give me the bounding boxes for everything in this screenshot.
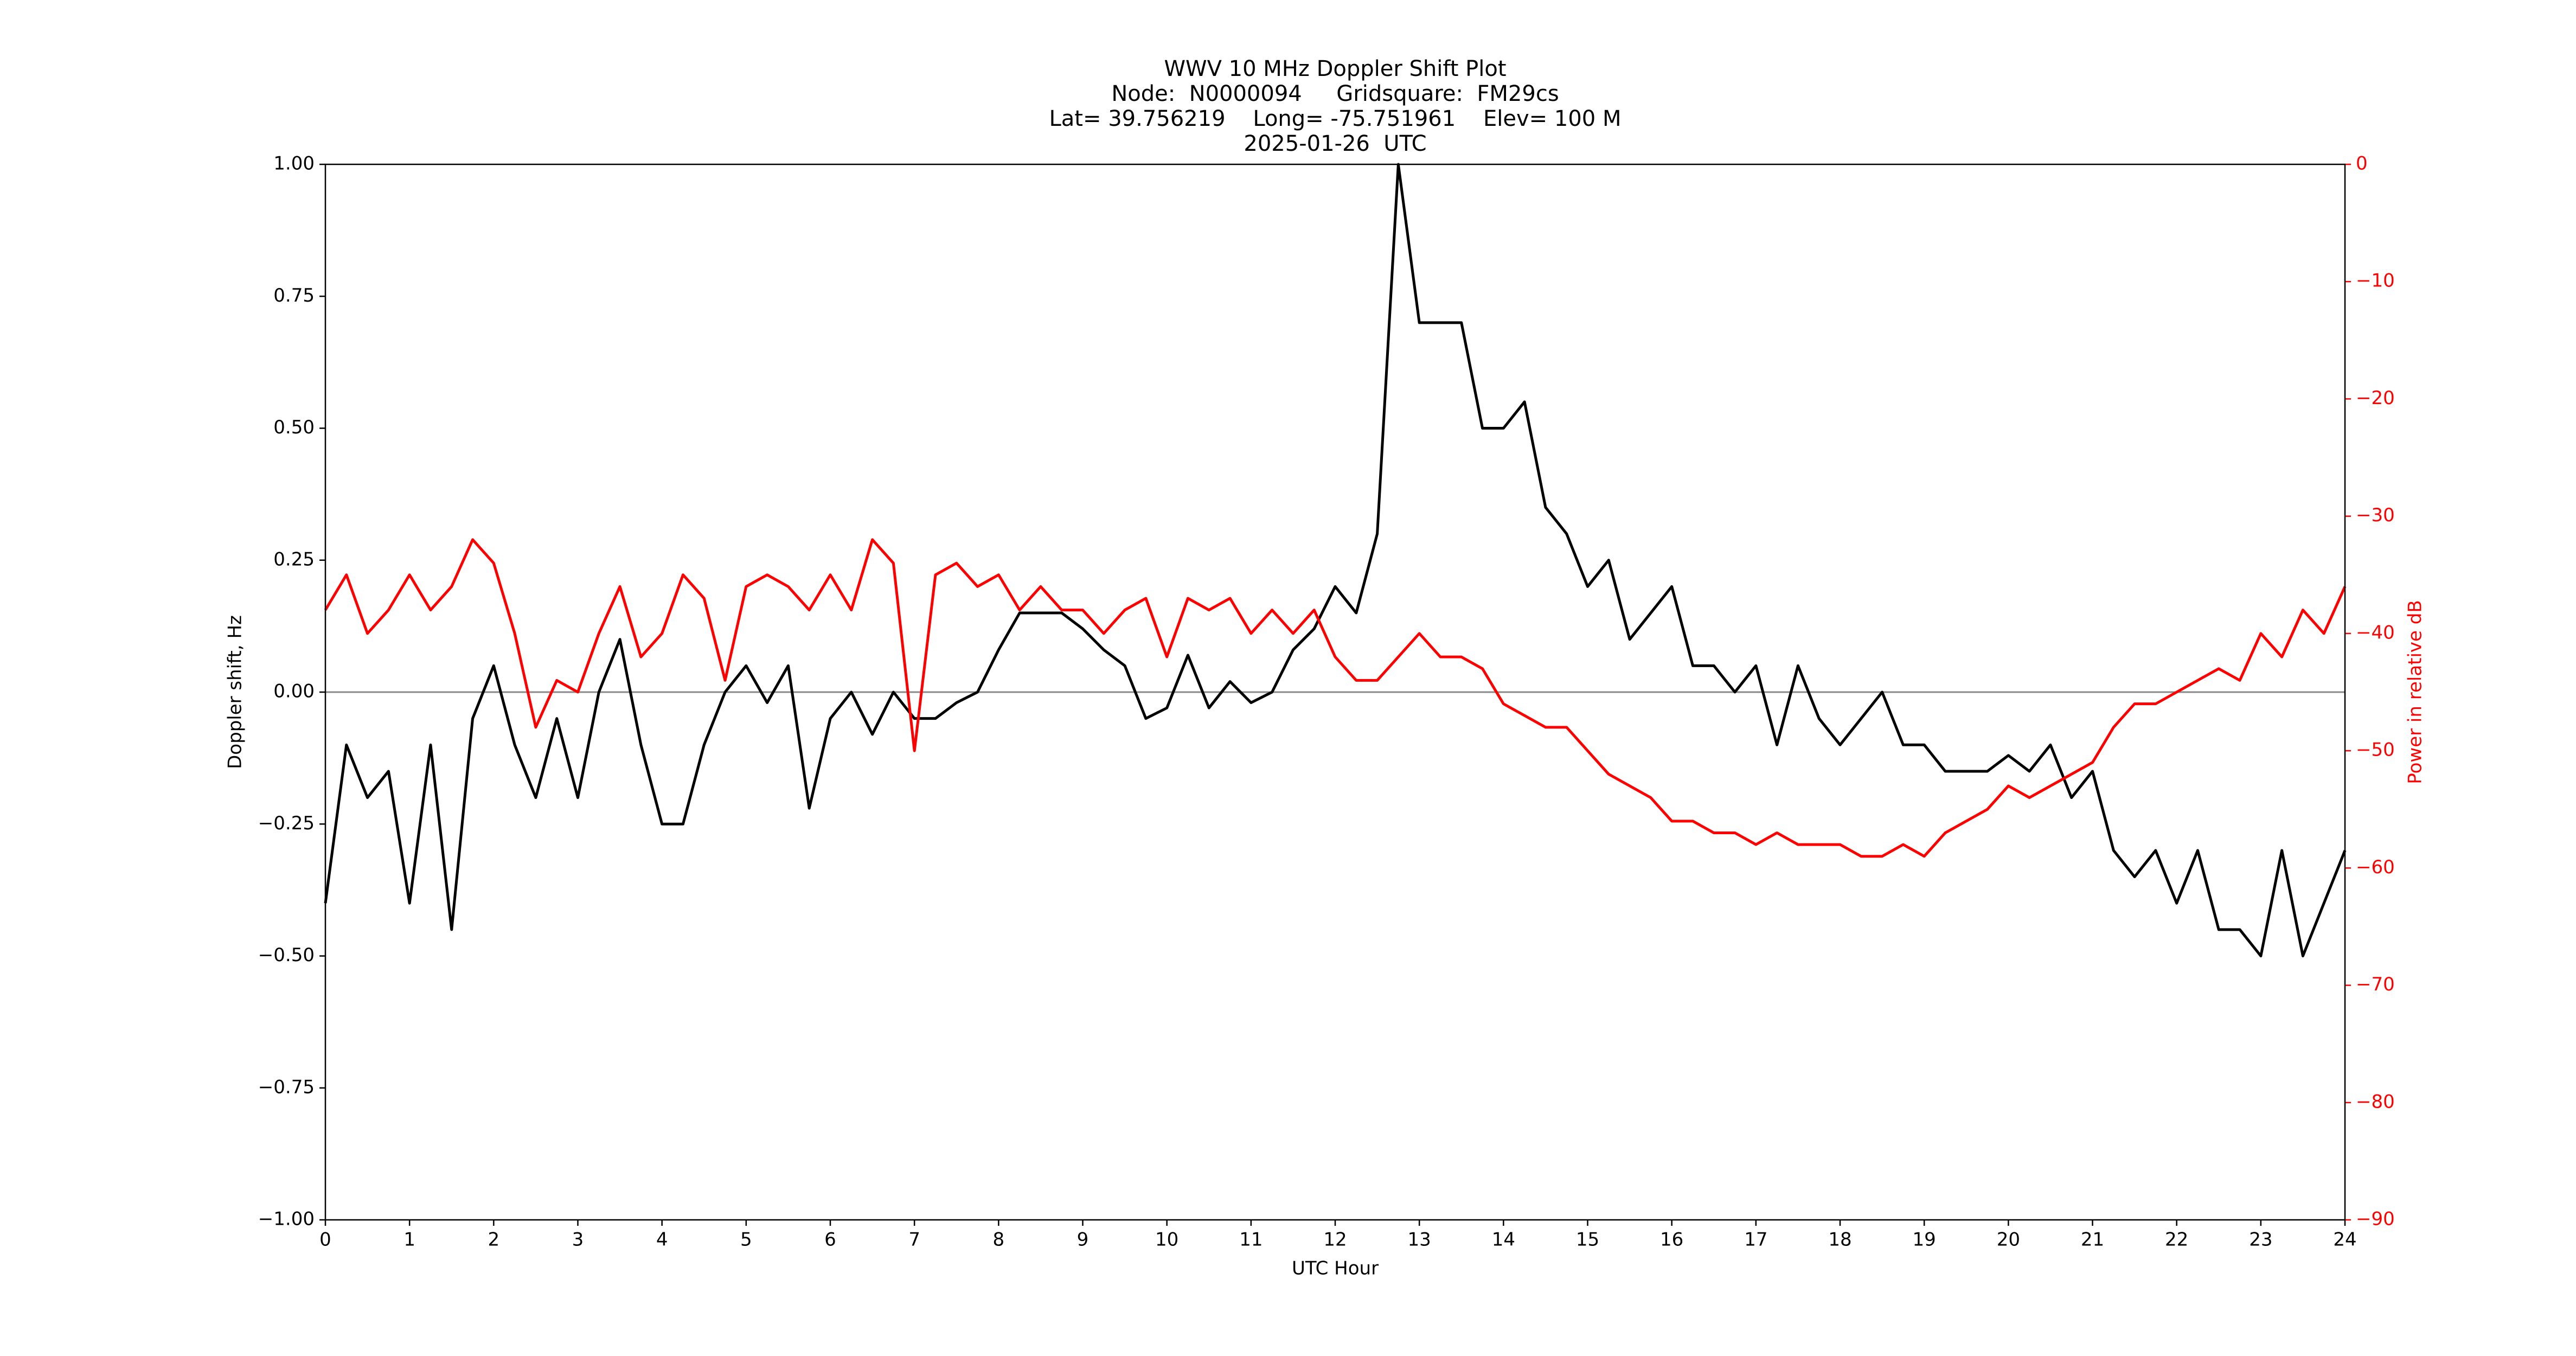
y2-tick-label: −20 — [2356, 387, 2395, 409]
x-tick-label: 13 — [1408, 1229, 1431, 1251]
plot-frame — [324, 163, 2346, 1221]
y2-tick-label: 0 — [2356, 153, 2368, 175]
x-tick-label: 24 — [2333, 1229, 2356, 1251]
y-tick-label: 0.25 — [273, 548, 315, 570]
chart-subtitle: Lat= 39.756219 Long= -75.751961 Elev= 10… — [1049, 106, 1622, 131]
y2-tick-label: −40 — [2356, 622, 2395, 643]
y2-tick-label: −50 — [2356, 739, 2395, 761]
x-tick-label: 0 — [319, 1229, 331, 1251]
y-tick-label: −0.50 — [258, 944, 315, 966]
chart-subtitle: 2025-01-26 UTC — [1244, 131, 1426, 156]
x-tick-label: 21 — [2081, 1229, 2104, 1251]
y2-tick-label: −80 — [2356, 1091, 2395, 1112]
series-line — [324, 538, 2347, 858]
x-tick-label: 2 — [488, 1229, 500, 1251]
y2-axis-label: Power in relative dB — [2405, 600, 2426, 784]
x-tick-label: 12 — [1323, 1229, 1347, 1251]
x-tick-label: 8 — [993, 1229, 1005, 1251]
x-axis-label: UTC Hour — [1292, 1258, 1379, 1280]
x-tick-label: 9 — [1077, 1229, 1089, 1251]
y-tick-label: −1.00 — [258, 1208, 315, 1230]
y-tick-label: 0.75 — [273, 285, 315, 306]
x-tick-label: 11 — [1239, 1229, 1263, 1251]
x-tick-label: 4 — [656, 1229, 668, 1251]
x-tick-label: 18 — [1828, 1229, 1851, 1251]
y-tick-label: −0.25 — [258, 813, 315, 834]
y2-tick-label: −70 — [2356, 974, 2395, 995]
series-line — [324, 163, 2347, 957]
x-tick-label: 19 — [1913, 1229, 1936, 1251]
x-tick-label: 5 — [740, 1229, 752, 1251]
y-axis-label: Doppler shift, Hz — [225, 615, 246, 769]
y2-tick-label: −60 — [2356, 856, 2395, 878]
x-tick-label: 20 — [1997, 1229, 2020, 1251]
y2-tick-label: −10 — [2356, 270, 2395, 292]
y-tick-label: 1.00 — [273, 153, 315, 175]
x-tick-label: 15 — [1576, 1229, 1599, 1251]
chart-title: WWV 10 MHz Doppler Shift Plot — [1164, 56, 1506, 81]
x-tick-label: 22 — [2165, 1229, 2188, 1251]
y-tick-label: −0.75 — [258, 1076, 315, 1098]
chart-subtitle: Node: N0000094 Gridsquare: FM29cs — [1111, 81, 1559, 106]
x-tick-label: 3 — [572, 1229, 584, 1251]
y-tick-label: 0.00 — [273, 681, 315, 702]
x-tick-label: 14 — [1492, 1229, 1515, 1251]
y2-tick-label: −30 — [2356, 504, 2395, 526]
y-tick-label: 0.50 — [273, 417, 315, 438]
x-tick-label: 7 — [908, 1229, 920, 1251]
x-tick-label: 16 — [1660, 1229, 1683, 1251]
x-tick-label: 6 — [824, 1229, 836, 1251]
x-tick-label: 10 — [1155, 1229, 1178, 1251]
x-tick-label: 23 — [2249, 1229, 2272, 1251]
x-tick-label: 17 — [1744, 1229, 1767, 1251]
x-tick-label: 1 — [403, 1229, 415, 1251]
y2-tick-label: −90 — [2356, 1208, 2395, 1230]
